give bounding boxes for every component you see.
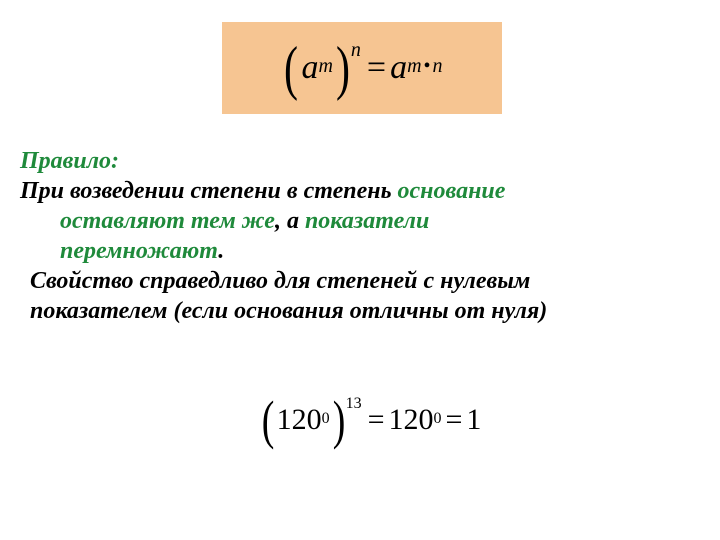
left-paren-2: ( (261, 393, 274, 447)
equation-top: ( am ) n = am•n (281, 38, 442, 98)
result-1: 1 (466, 403, 481, 437)
formula-example-120: ( 1200 ) 13 = 1200 = 1 (210, 380, 530, 460)
mid-term: 1200 (388, 403, 441, 437)
equals-sign-2: = (364, 403, 389, 437)
exponent-mn: m•n (407, 55, 442, 77)
rule-line2b: основание (398, 178, 506, 204)
rule-line4b: . (218, 238, 224, 264)
exp-n: n (433, 55, 443, 77)
outer-exponent-n: n (351, 39, 361, 62)
base-120: 120 (277, 403, 322, 436)
rule-line4a: перемножают (60, 238, 218, 264)
base-a-rhs: a (390, 49, 407, 86)
rule-line5: Свойство справедливо для степеней с нуле… (30, 268, 530, 294)
formula-power-of-power: ( am ) n = am•n (222, 22, 502, 114)
dot-icon: • (422, 55, 433, 77)
lhs-inner-2: 1200 (277, 403, 330, 437)
rule-line2a: При возведении степени в степень (20, 178, 398, 204)
exp-m: m (407, 55, 421, 77)
page: ( am ) n = am•n Правило: При возведении … (0, 0, 720, 540)
equals-sign: = (363, 49, 390, 87)
rule-line3b: , а (275, 208, 305, 234)
exponent-0-mid: 0 (433, 410, 441, 427)
rule-line3c: показатели (305, 208, 429, 234)
right-paren: ) (336, 38, 350, 98)
rhs: am•n (390, 49, 442, 87)
equals-sign-3: = (441, 403, 466, 437)
base-120-mid: 120 (388, 403, 433, 436)
rule-line6: показателем (если основания отличны от н… (30, 298, 547, 324)
exponent-0: 0 (322, 410, 330, 427)
left-paren: ( (284, 38, 298, 98)
base-a: a (301, 49, 318, 86)
equation-bottom: ( 1200 ) 13 = 1200 = 1 (259, 393, 482, 447)
rule-line3a: оставляют тем же (60, 208, 275, 234)
right-paren-2: ) (332, 393, 345, 447)
lhs-inner: am (301, 49, 332, 87)
rule-label: Правило: (20, 148, 119, 174)
exponent-m: m (318, 55, 332, 77)
outer-exponent-13: 13 (346, 395, 362, 413)
rule-text-block: Правило: При возведении степени в степен… (20, 146, 680, 326)
